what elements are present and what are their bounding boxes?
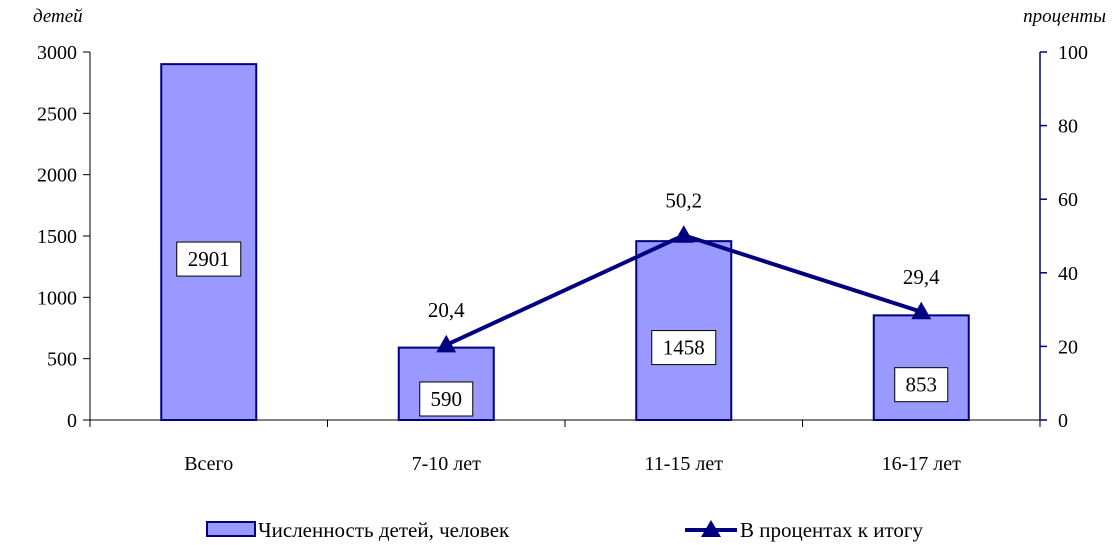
x-axis-category-label: 7-10 лет [412,453,482,475]
legend-bar-label: Численность детей, человек [258,518,510,542]
bar-data-label: 590 [431,387,463,411]
right-axis-tick-label: 20 [1058,336,1078,358]
line-marker [436,334,457,353]
bar-series: 2901 590 1458 853 [160,63,970,422]
left-axis-tick-label: 1500 [37,226,77,248]
legend: Численность детей, человек В процентах к … [206,518,924,542]
right-axis-title: проценты [1023,6,1106,27]
right-axis-tick-label: 80 [1058,116,1078,138]
bar-data-label-box [651,330,717,366]
right-y-axis: 0 20 40 60 80 100 проценты [1023,6,1106,432]
x-axis-category-label: 16-17 лет [882,453,962,475]
bar-data-label-box [419,381,474,417]
left-axis-tick-label: 2500 [37,103,77,125]
line-series: 20,4 50,2 29,4 [428,188,940,353]
left-y-axis: 0 500 1000 1500 2000 2500 3000 детей [33,6,91,432]
left-axis-tick-label: 2000 [37,165,77,187]
legend-bar-swatch [206,521,256,537]
bar-data-label-box [176,241,242,277]
left-axis-tick-label: 500 [47,349,77,371]
left-axis-title: детей [33,6,83,27]
x-axis: Всего 7-10 лет 11-15 лет 16-17 лет [89,419,1041,475]
bar-data-label: 853 [906,373,938,397]
line-data-label: 50,2 [665,188,702,212]
left-axis-tick-label: 0 [67,410,77,432]
bar-data-label: 1458 [663,336,705,360]
x-axis-category-label: 11-15 лет [644,453,723,475]
line-marker [673,225,694,243]
legend-line-label: В процентах к итогу [740,518,924,542]
right-axis-tick-label: 100 [1058,42,1088,64]
left-axis-tick-label: 1000 [37,287,77,309]
bar-data-label-box [894,367,949,403]
left-axis-tick-label: 3000 [37,42,77,64]
line-data-label: 29,4 [903,265,940,289]
right-axis-tick-label: 40 [1058,263,1078,285]
line-data-label: 20,4 [428,298,465,322]
legend-line-marker [701,520,721,537]
right-axis-tick-label: 0 [1058,410,1068,432]
x-axis-category-label: Всего [184,453,233,475]
line-marker [911,301,932,320]
right-axis-tick-label: 60 [1058,189,1078,211]
bar-data-label: 2901 [188,247,230,271]
